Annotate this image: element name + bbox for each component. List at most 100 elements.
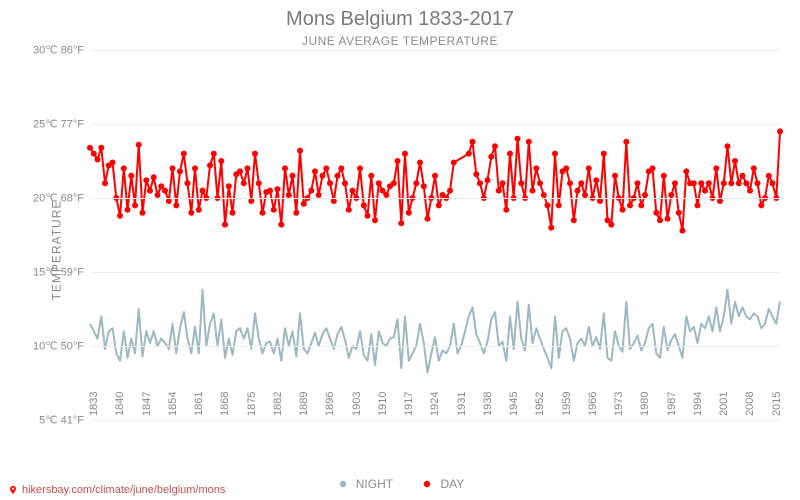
x-tick-label: 1973 [613, 392, 625, 416]
series-marker [601, 151, 607, 157]
series-marker [267, 188, 273, 194]
series-marker [488, 154, 494, 160]
x-tick-label: 1868 [219, 392, 231, 416]
series-marker [736, 180, 742, 186]
series-marker [132, 202, 138, 208]
series-marker [432, 173, 438, 179]
series-marker [237, 168, 243, 174]
series-marker [747, 188, 753, 194]
map-pin-icon [8, 485, 18, 495]
series-marker [740, 173, 746, 179]
x-tick-label: 1917 [403, 392, 415, 416]
series-marker [361, 202, 367, 208]
grid-line [90, 272, 780, 273]
x-tick-label: 2001 [718, 392, 730, 416]
legend-swatch-night [336, 477, 350, 491]
series-marker [211, 151, 217, 157]
legend-label-day: DAY [440, 477, 464, 491]
series-marker [151, 174, 157, 180]
series-marker [477, 180, 483, 186]
series-marker [758, 202, 764, 208]
series-marker [421, 183, 427, 189]
series-marker [732, 158, 738, 164]
series-marker [125, 207, 131, 213]
series-marker [117, 213, 123, 219]
series-marker [256, 180, 262, 186]
chart-subtitle: JUNE AVERAGE TEMPERATURE [0, 34, 800, 48]
series-marker [143, 177, 149, 183]
x-tick-label: 1910 [377, 392, 389, 416]
series-marker [365, 213, 371, 219]
series-marker [608, 222, 614, 228]
series-marker [447, 188, 453, 194]
series-marker [725, 143, 731, 149]
x-tick-label: 1931 [456, 392, 468, 416]
series-marker [181, 151, 187, 157]
series-marker [417, 160, 423, 166]
series-marker [110, 160, 116, 166]
y-tick-label: 30℃86°F [33, 44, 84, 57]
series-marker [185, 180, 191, 186]
y-tick-label: 10℃50°F [33, 340, 84, 353]
series-marker [653, 210, 659, 216]
x-tick-label: 2015 [771, 392, 783, 416]
series-marker [230, 210, 236, 216]
series-marker [275, 186, 281, 192]
y-tick-label: 15℃59°F [33, 266, 84, 279]
series-marker [147, 188, 153, 194]
x-tick-label: 1896 [324, 392, 336, 416]
series-marker [312, 168, 318, 174]
series-marker [395, 158, 401, 164]
series-marker [425, 216, 431, 222]
series-marker [500, 180, 506, 186]
series-marker [323, 165, 329, 171]
x-tick-label: 1938 [482, 392, 494, 416]
x-tick-label: 1847 [141, 392, 153, 416]
chart-lines-svg [90, 50, 780, 420]
series-marker [391, 180, 397, 186]
series-marker [545, 202, 551, 208]
series-marker [308, 188, 314, 194]
series-marker [571, 217, 577, 223]
series-marker [578, 180, 584, 186]
series-marker [755, 180, 761, 186]
series-marker [162, 188, 168, 194]
series-marker [548, 225, 554, 231]
series-marker [706, 180, 712, 186]
series-marker [245, 165, 251, 171]
series-marker [507, 151, 513, 157]
series-marker [496, 188, 502, 194]
series-marker [518, 180, 524, 186]
series-marker [466, 151, 472, 157]
series-marker [413, 180, 419, 186]
x-tick-label: 1945 [508, 392, 520, 416]
legend-label-night: NIGHT [356, 477, 393, 491]
plot-area: 1833184018471854186118681875188218891896… [90, 50, 780, 420]
legend-item-night: NIGHT [336, 477, 393, 491]
series-marker [346, 207, 352, 213]
series-marker [638, 202, 644, 208]
series-marker [770, 180, 776, 186]
y-tick-label: 20℃68°F [33, 192, 84, 205]
series-marker [575, 188, 581, 194]
series-marker [698, 180, 704, 186]
series-marker [188, 210, 194, 216]
source-url: hikersbay.com/climate/june/belgium/mons [22, 484, 225, 496]
series-marker [661, 173, 667, 179]
series-marker [627, 202, 633, 208]
x-tick-label: 1952 [534, 392, 546, 416]
x-tick-label: 1833 [88, 392, 100, 416]
series-marker [695, 202, 701, 208]
series-marker [121, 165, 127, 171]
series-marker [196, 207, 202, 213]
x-tick-label: 1924 [429, 392, 441, 416]
series-marker [470, 139, 476, 145]
series-marker [777, 128, 783, 134]
series-marker [218, 158, 224, 164]
series-marker [612, 173, 618, 179]
series-marker [485, 177, 491, 183]
series-marker [743, 180, 749, 186]
x-tick-label: 1994 [692, 392, 704, 416]
series-marker [173, 202, 179, 208]
series-marker [515, 136, 521, 142]
